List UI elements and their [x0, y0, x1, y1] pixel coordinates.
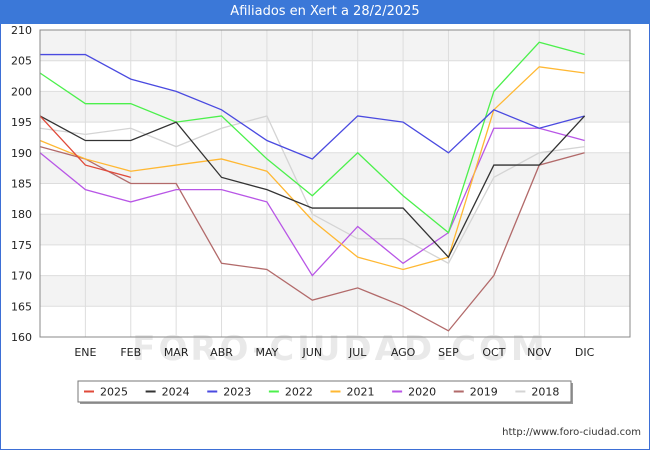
legend-label-2024: 2024: [162, 386, 190, 399]
x-tick-label: JUL: [348, 346, 367, 359]
x-tick-label: MAR: [164, 346, 189, 359]
series-line-2019: [39, 146, 585, 332]
series-line-2023: [40, 53, 585, 160]
x-tick-label: OCT: [482, 346, 505, 359]
y-tick-label: 205: [11, 55, 32, 68]
y-tick-label: 170: [11, 270, 32, 283]
legend: 2025 2024 2023 2022 2021 2020 2019 2018: [77, 380, 573, 404]
y-tick-label: 210: [11, 24, 32, 37]
x-tick-label: MAY: [255, 346, 278, 359]
series-line-2024: [39, 115, 586, 259]
legend-label-2023: 2023: [223, 386, 251, 399]
y-tick-label: 195: [11, 116, 32, 129]
grid-band: [40, 214, 630, 245]
x-tick-label: AGO: [391, 346, 416, 359]
legend-label-2020: 2020: [408, 386, 436, 399]
y-tick-label: 185: [11, 178, 32, 191]
series-line-2018: [39, 115, 585, 265]
x-tick-label: ENE: [74, 346, 96, 359]
grid-band: [40, 152, 630, 184]
chart-title: Afiliados en Xert a 28/2/2025: [0, 0, 650, 24]
y-tick-label: 160: [11, 331, 32, 344]
grid-bands: [40, 30, 630, 307]
series-lines: [39, 41, 586, 332]
x-tick-label: NOV: [527, 346, 552, 359]
grid-band: [40, 275, 630, 307]
x-tick-label: ABR: [210, 346, 233, 359]
y-tick-label: 190: [11, 147, 32, 160]
y-tick-label: 165: [11, 300, 32, 313]
y-axis-ticks: 160 165 170 175 180 185 190 195 200 205 210: [11, 24, 32, 344]
grid-band: [40, 91, 630, 123]
legend-label-2019: 2019: [470, 386, 498, 399]
y-tick-label: 180: [11, 208, 32, 221]
legend-box: [77, 380, 572, 403]
series-line-2022: [39, 41, 585, 234]
source-url[interactable]: http://www.foro-ciudad.com: [502, 427, 641, 438]
legend-label-2022: 2022: [285, 386, 313, 399]
plot-border: [39, 29, 631, 338]
legend-label-2018: 2018: [531, 386, 559, 399]
x-axis-ticks: ENE FEB MAR ABR MAY JUN JUL AGO SEP OCT NOV DIC: [74, 346, 594, 359]
series-line-2025: [39, 115, 131, 178]
x-tick-label: JUN: [302, 346, 323, 359]
x-tick-label: DIC: [575, 346, 595, 359]
y-tick-label: 200: [11, 85, 32, 98]
series-line-2020: [39, 127, 585, 277]
watermark: FORO-CIUDAD.COM: [132, 329, 548, 369]
grid-band: [40, 30, 630, 61]
legend-label-2025: 2025: [100, 386, 128, 399]
x-tick-label: FEB: [120, 346, 141, 359]
legend-label-2021: 2021: [347, 386, 375, 399]
x-tick-label: SEP: [438, 346, 459, 359]
y-tick-label: 175: [11, 239, 32, 252]
